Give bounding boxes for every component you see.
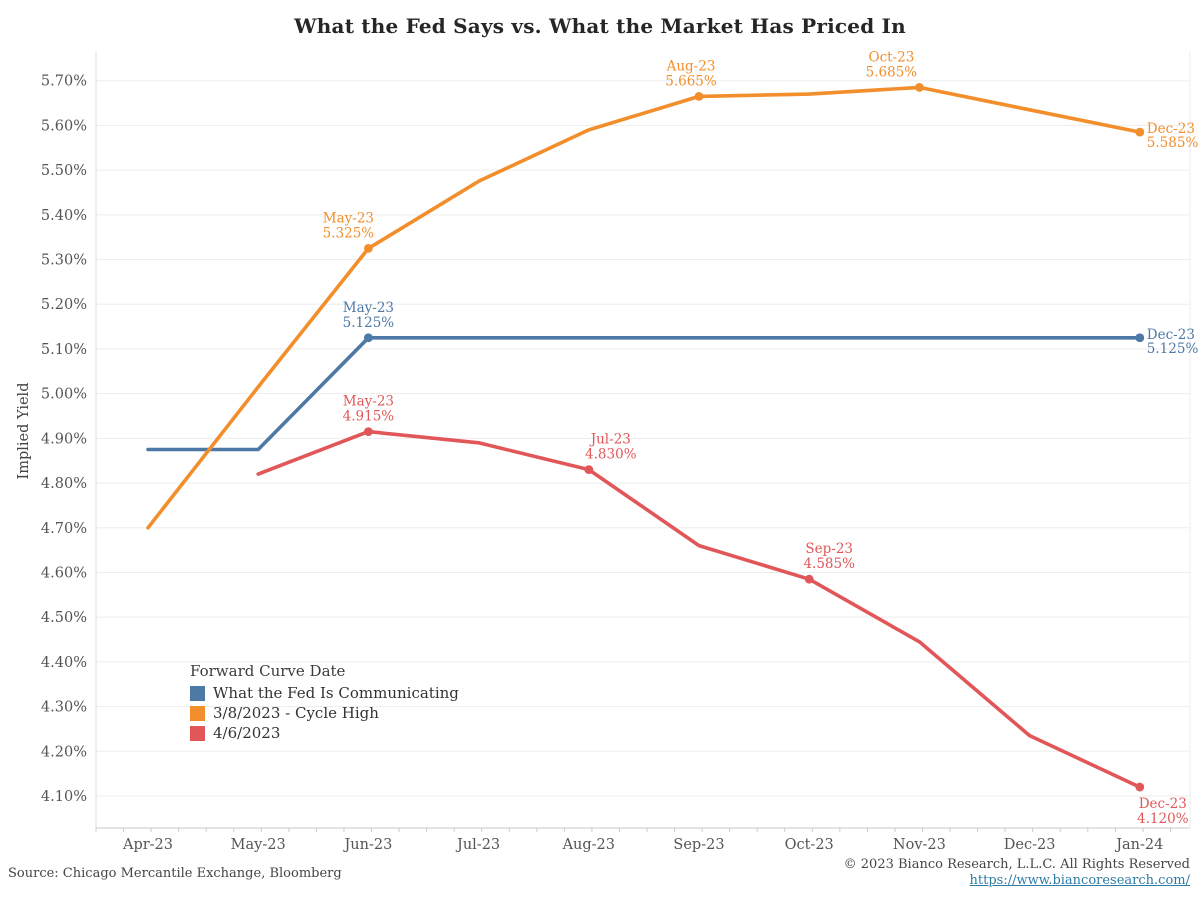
y-tick-label: 5.50% [41,163,87,179]
point-annotation-month: Sep-23 [805,541,853,557]
point-annotation-value: 5.125% [1147,341,1199,357]
legend: Forward Curve Date What the Fed Is Commu… [190,662,459,743]
data-point-marker [1135,782,1145,792]
y-tick-label: 4.20% [41,744,87,760]
point-annotation-month: Dec-23 [1139,796,1187,812]
y-tick-label: 4.40% [41,655,87,671]
x-tick-label: Nov-23 [893,837,946,853]
legend-swatch [190,705,205,721]
series-line-0 [146,335,1142,452]
y-axis-title: Implied Yield [16,383,32,480]
legend-label: What the Fed Is Communicating [213,684,459,702]
y-tick-label: 5.40% [41,208,87,224]
x-tick-label: Jan-24 [1114,837,1163,853]
point-annotation-month: May-23 [343,300,394,316]
copyright: © 2023 Bianco Research, L.L.C. All Right… [843,857,1190,872]
y-tick-label: 5.60% [41,118,87,134]
point-annotation-month: Oct-23 [869,49,915,65]
point-annotation-value: 5.325% [323,225,375,241]
point-annotation-value: 4.120% [1137,811,1189,827]
legend-title: Forward Curve Date [190,662,346,680]
y-tick-label: 5.30% [41,253,87,269]
legend-item-0: What the Fed Is Communicating [190,683,459,703]
website-link[interactable]: https://www.biancoresearch.com/ [969,873,1190,888]
footer-right: © 2023 Bianco Research, L.L.C. All Right… [844,857,1190,889]
legend-items: What the Fed Is Communicating 3/8/2023 - … [190,683,459,743]
y-tick-label: 4.50% [41,610,87,626]
series-line-1 [146,85,1142,530]
x-tick-label: Jun-23 [342,837,392,853]
point-annotation-month: Aug-23 [666,58,716,74]
x-tick-label: Oct-23 [785,837,834,853]
data-point-marker [1135,127,1145,137]
data-point-marker [364,333,373,343]
chart-title: What the Fed Says vs. What the Market Ha… [294,14,906,38]
data-point-marker [915,83,924,92]
x-tick-label: Jul-23 [455,837,500,853]
point-annotation-value: 4.915% [343,409,395,425]
legend-label: 3/8/2023 - Cycle High [213,704,379,722]
legend-swatch [190,685,205,701]
x-tick-label: May-23 [231,837,286,853]
x-tick-label: Dec-23 [1004,837,1056,853]
data-point-marker [364,427,373,437]
point-annotation-value: 5.665% [665,73,717,89]
y-tick-label: 5.10% [41,342,87,358]
y-tick-label: 5.20% [41,297,87,313]
x-tick-label: Sep-23 [673,837,724,853]
data-point-marker [364,243,373,253]
y-tick-label: 4.30% [41,700,87,716]
y-tick-label: 4.80% [41,476,87,492]
point-annotation-month: Jul-23 [589,432,631,448]
y-tick-label: 4.10% [41,789,87,805]
y-tick-label: 5.70% [41,74,87,90]
data-point-marker [584,465,594,475]
point-annotation-value: 4.830% [585,447,637,463]
point-annotation-value: 5.125% [343,315,395,331]
y-tick-label: 4.70% [41,521,87,537]
y-tick-label: 5.00% [41,387,87,403]
x-tick-label: Aug-23 [562,837,615,853]
point-annotation-value: 5.585% [1147,135,1199,151]
line-chart: 4.10% 4.20% 4.30% 4.40% 4.50% 4.60% 4.70% 4.80%… [16,49,1199,853]
point-annotation-month: May-23 [343,394,394,410]
y-tick-label: 4.60% [41,565,87,581]
data-point-marker [1135,333,1145,343]
source-note: Source: Chicago Mercantile Exchange, Blo… [8,866,342,881]
point-annotation-month: Dec-23 [1147,121,1195,137]
point-annotation-value: 5.685% [866,64,918,80]
legend-label: 4/6/2023 [213,724,281,742]
legend-swatch [190,725,205,741]
y-tick-label: 4.90% [41,431,87,447]
legend-item-2: 4/6/2023 [190,723,459,743]
point-annotation-month: May-23 [323,210,374,226]
series-line-2 [256,429,1142,789]
point-annotation-month: Dec-23 [1147,327,1195,343]
legend-item-1: 3/8/2023 - Cycle High [190,703,459,723]
x-tick-label: Apr-23 [122,837,173,853]
data-point-marker [804,574,814,584]
point-annotation-value: 4.585% [803,556,855,572]
data-point-marker [694,91,704,101]
